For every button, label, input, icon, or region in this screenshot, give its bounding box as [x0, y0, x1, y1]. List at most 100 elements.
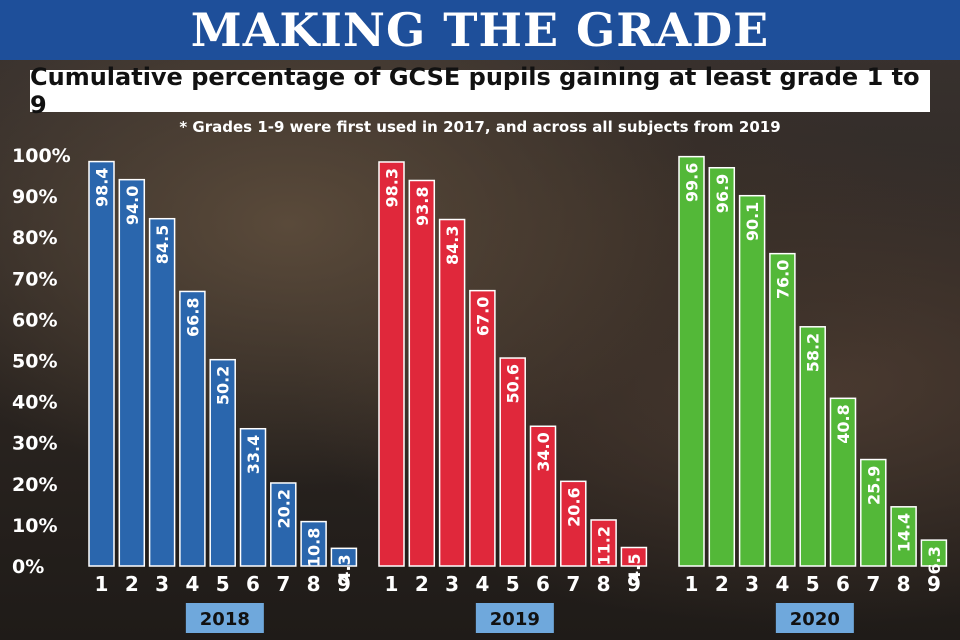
bar-value-label: 67.0	[473, 297, 492, 336]
bar-value-label: 96.9	[713, 174, 732, 213]
bar-2019-grade-9	[620, 546, 648, 567]
y-tick-label: 20%	[12, 474, 57, 496]
bar-value-label: 33.4	[244, 435, 263, 474]
bar-value-label: 76.0	[773, 260, 792, 299]
bar-2018-grade-4	[179, 290, 206, 567]
x-tick-label: 2	[715, 572, 729, 596]
year-label: 2019	[490, 609, 540, 630]
x-tick-label: 5	[506, 572, 520, 596]
x-tick-label: 4	[775, 572, 789, 596]
x-tick-label: 8	[597, 572, 611, 596]
x-tick-label: 2	[415, 572, 429, 596]
year-label-box	[185, 603, 264, 633]
x-tick-label: 1	[385, 572, 399, 596]
chart-note: * Grades 1-9 were first used in 2017, an…	[179, 118, 781, 136]
x-tick-label: 6	[836, 572, 850, 596]
chart-subtitle: Cumulative percentage of GCSE pupils gai…	[30, 63, 920, 119]
x-tick-label: 7	[866, 572, 880, 596]
y-tick-label: 30%	[12, 433, 57, 455]
bar-2019-grade-8	[590, 519, 617, 567]
x-tick-label: 5	[806, 572, 820, 596]
bar-2020-grade-8	[890, 506, 917, 567]
bar-value-label: 11.2	[595, 526, 614, 565]
bar-value-label: 14.4	[895, 513, 914, 552]
bar-2019-grade-6	[529, 425, 557, 567]
bar-value-label: 98.4	[93, 168, 112, 207]
bar-2019-grade-3	[438, 218, 466, 567]
bar-value-label: 84.3	[443, 226, 462, 265]
bar-2020-grade-9	[920, 539, 948, 567]
bar-value-label: 94.0	[123, 186, 142, 225]
bar-value-label: 50.6	[504, 364, 523, 403]
chart-title: MAKING THE GRADE	[190, 3, 770, 57]
bar-2018-grade-5	[209, 358, 236, 567]
x-tick-label: 5	[216, 572, 230, 596]
series-2019: 98.3 1 93.8 2 84.3 3 67.0 4 50.6 5 34.0 6 20.6 7 11.2 8…	[378, 161, 648, 633]
bar-2019-grade-5	[499, 357, 526, 567]
bar-value-label: 58.2	[804, 333, 823, 372]
bar-value-label: 4.3	[335, 554, 354, 582]
bar-2018-grade-1	[88, 160, 115, 567]
year-label-box	[775, 603, 854, 633]
bar-2018-grade-9	[330, 547, 358, 567]
bar-2020-grade-4	[769, 252, 796, 567]
bar-2020-grade-7	[860, 458, 887, 567]
y-tick-label: 40%	[12, 392, 57, 414]
bar-2019-grade-1	[378, 161, 405, 567]
x-tick-label: 8	[897, 572, 911, 596]
bar-value-label: 93.8	[413, 186, 432, 225]
y-tick-label: 90%	[12, 186, 57, 208]
bar-value-label: 40.8	[834, 404, 853, 443]
bar-value-label: 20.2	[274, 489, 293, 528]
x-tick-label: 1	[95, 572, 109, 596]
bar-2018-grade-2	[118, 178, 146, 567]
bar-value-label: 25.9	[864, 466, 883, 505]
x-tick-label: 2	[125, 572, 139, 596]
x-tick-label: 9	[337, 572, 351, 596]
y-tick-label: 10%	[12, 515, 57, 537]
subtitle-box: Cumulative percentage of GCSE pupils gai…	[30, 63, 930, 119]
bar-groups: 98.4194.0284.5366.8450.2533.4620.2710.88…	[88, 155, 948, 633]
bar-2020-grade-1	[678, 155, 705, 567]
bar-2019-grade-7	[560, 480, 587, 567]
y-tick-label: 100%	[12, 145, 71, 167]
bar-value-label: 99.6	[683, 163, 702, 202]
series-2020: 99.6 1 96.9 2 90.1 3 76.0 4 58.2 5 40.8 6 25.9 7 14.4 8…	[678, 155, 948, 633]
y-tick-label: 80%	[12, 227, 57, 249]
series-2018: 98.4 1 94.0 2 84.5 3 66.8 4 50.2 5 33.4 6 20.2 7 10.8 8…	[88, 160, 358, 633]
bar-value-label: 10.8	[305, 528, 324, 567]
x-tick-label: 4	[475, 572, 489, 596]
y-axis: 0% 10% 20% 30% 40% 50% 60% 70% 80% 90% 100%	[12, 145, 71, 578]
x-tick-label: 3	[445, 572, 459, 596]
year-label-box	[475, 603, 554, 633]
bar-value-label: 66.8	[183, 297, 202, 336]
x-tick-label: 6	[536, 572, 550, 596]
bar-2018-grade-7	[270, 482, 297, 567]
y-tick-label: 50%	[12, 351, 57, 373]
bar-2020-grade-6	[829, 397, 857, 567]
x-tick-label: 1	[685, 572, 699, 596]
bar-2019-grade-4	[469, 289, 496, 567]
x-tick-label: 4	[185, 572, 199, 596]
bar-value-label: 98.3	[383, 168, 402, 207]
year-label: 2018	[200, 609, 250, 630]
x-tick-label: 3	[155, 572, 169, 596]
bar-2018-grade-6	[239, 427, 267, 567]
bar-2019-grade-2	[408, 179, 436, 567]
bar-2018-grade-8	[300, 520, 327, 567]
x-tick-label: 8	[307, 572, 321, 596]
y-tick-label: 60%	[12, 309, 57, 331]
bar-value-label: 84.5	[153, 225, 172, 264]
bar-value-label: 4.5	[625, 554, 644, 582]
bar-value-label: 20.6	[564, 487, 583, 526]
bar-2020-grade-3	[738, 194, 766, 567]
bar-value-label: 90.1	[743, 202, 762, 241]
x-tick-label: 6	[246, 572, 260, 596]
title-banner: MAKING THE GRADE	[0, 0, 960, 60]
x-tick-label: 3	[745, 572, 759, 596]
x-tick-label: 7	[276, 572, 290, 596]
bar-value-label: 6.3	[925, 546, 944, 574]
x-tick-label: 9	[627, 572, 641, 596]
year-label: 2020	[790, 609, 840, 630]
